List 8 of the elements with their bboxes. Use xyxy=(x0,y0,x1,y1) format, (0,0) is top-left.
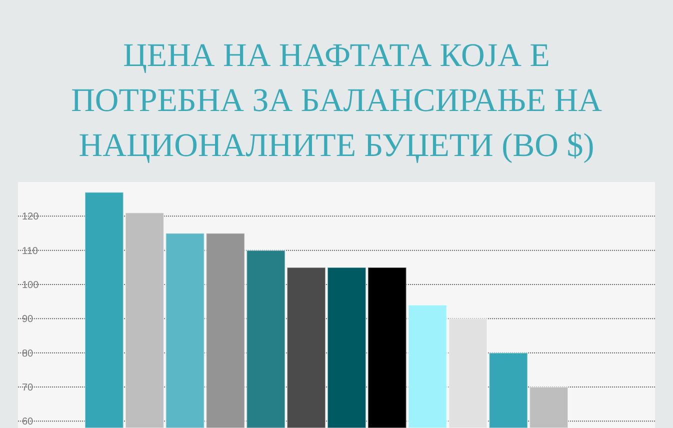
y-tick-label: 120 xyxy=(22,212,40,223)
chart-title: ЦЕНА НА НАФТАТА КОЈА Е ПОТРЕБНА ЗА БАЛАНСИРАЊЕ НА НАЦИОНАЛНИТЕ БУЏЕТИ (ВО $) xyxy=(71,38,602,164)
y-tick-label: 90 xyxy=(22,314,34,326)
y-tick-label: 100 xyxy=(22,280,40,291)
y-tick-label: 60 xyxy=(22,416,34,428)
y-tick-label: 110 xyxy=(22,246,38,257)
y-tick-label: 70 xyxy=(22,382,34,394)
y-tick-label: 80 xyxy=(22,348,34,360)
